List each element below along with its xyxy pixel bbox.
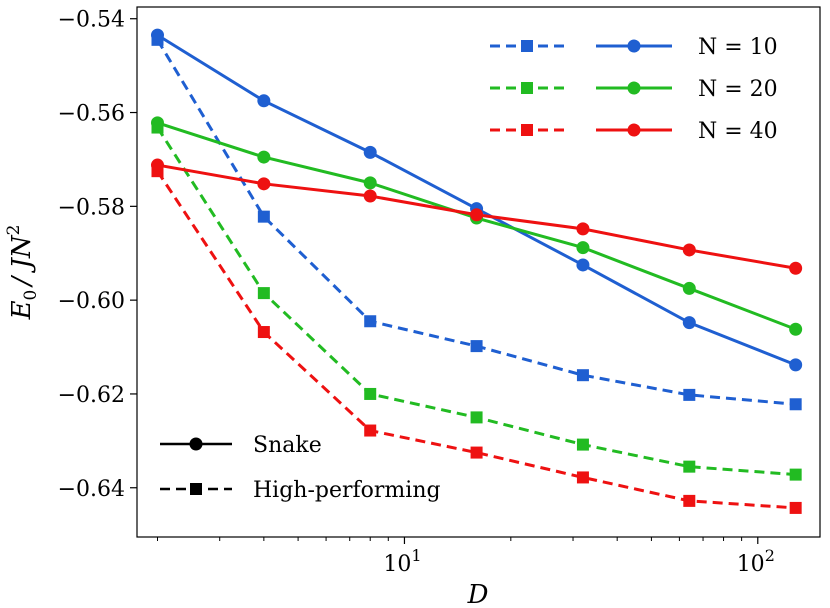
data-point-n40-snake-4 xyxy=(470,208,484,222)
data-point-n10-snake-7 xyxy=(789,358,803,372)
legend-style-marker-1 xyxy=(189,437,203,451)
data-point-n10-snake-5 xyxy=(576,258,590,272)
legend-circle-marker-1 xyxy=(627,39,641,53)
legend-entry-1: N = 10 xyxy=(490,35,778,60)
data-point-n20-high-performing-7 xyxy=(789,468,802,481)
legend-circle-marker-2 xyxy=(627,81,641,95)
y-tick-label-1: −0.54 xyxy=(58,8,125,33)
data-point-n40-high-performing-3 xyxy=(364,424,377,437)
svg-text:E0/ JN2: E0 / JN2 xyxy=(4,225,41,321)
legend-style-marker-2 xyxy=(190,483,202,495)
data-point-n10-high-performing-6 xyxy=(683,388,696,401)
legend-label-2: N = 20 xyxy=(698,77,778,102)
data-point-n40-high-performing-5 xyxy=(576,471,589,484)
data-point-n20-snake-2 xyxy=(257,150,271,164)
y-axis-ticks: −0.54 −0.56 −0.58 −0.60 −0.62 −0.64 xyxy=(58,8,137,502)
legend-entry-2: N = 20 xyxy=(490,77,778,102)
data-point-n10-snake-2 xyxy=(257,94,271,108)
legend-square-marker-2 xyxy=(521,82,533,94)
data-point-n40-snake-5 xyxy=(576,222,590,236)
y-axis-label-rest: / JN xyxy=(7,234,37,288)
x-axis-ticks: 101 102 xyxy=(156,537,775,577)
plot-frame xyxy=(136,6,821,538)
data-point-n40-snake-7 xyxy=(789,261,803,275)
data-point-n40-high-performing-4 xyxy=(470,446,483,459)
data-point-n10-snake-6 xyxy=(682,316,696,330)
series-n40-high-performing xyxy=(151,165,802,514)
data-point-n40-snake-1 xyxy=(150,158,164,172)
data-point-n20-snake-7 xyxy=(789,322,803,336)
data-point-n40-high-performing-2 xyxy=(257,326,270,339)
data-point-n40-high-performing-7 xyxy=(789,501,802,514)
data-point-n40-snake-2 xyxy=(257,177,271,191)
legend-style-entry-2: High-performing xyxy=(160,478,441,503)
data-point-n10-high-performing-7 xyxy=(789,398,802,411)
legend-square-marker-3 xyxy=(521,124,533,136)
data-point-n10-high-performing-5 xyxy=(576,369,589,382)
x-tick-label-2: 102 xyxy=(737,546,775,577)
data-point-n10-high-performing-4 xyxy=(470,340,483,353)
legend-label-3: N = 40 xyxy=(698,119,778,144)
data-point-n10-snake-3 xyxy=(363,145,377,159)
legend-style-entry-1: Snake xyxy=(160,433,322,458)
data-point-n20-snake-5 xyxy=(576,241,590,255)
data-point-n40-high-performing-6 xyxy=(683,494,696,507)
data-point-n10-high-performing-3 xyxy=(364,315,377,328)
data-point-n10-high-performing-2 xyxy=(257,210,270,223)
data-point-n40-snake-3 xyxy=(363,189,377,203)
legend-style-label-2: High-performing xyxy=(253,478,441,503)
y-tick-label-6: −0.64 xyxy=(58,477,125,502)
legend-circle-marker-3 xyxy=(627,123,641,137)
data-point-n20-snake-1 xyxy=(150,116,164,130)
y-axis-label-sub: 0 xyxy=(21,290,41,301)
x-axis-label: D xyxy=(467,580,489,608)
series-n20-high-performing xyxy=(151,121,802,481)
data-point-n40-snake-6 xyxy=(682,243,696,257)
data-point-n20-high-performing-5 xyxy=(576,438,589,451)
y-tick-label-5: −0.62 xyxy=(58,383,125,408)
data-point-n20-high-performing-4 xyxy=(470,411,483,424)
legend-entry-3: N = 40 xyxy=(490,119,778,144)
x-tick-label-1: 101 xyxy=(383,546,421,577)
legend-groups: N = 10 N = 20 N = 40 xyxy=(490,35,778,144)
data-point-n20-high-performing-3 xyxy=(364,387,377,400)
legend-styles: Snake High-performing xyxy=(160,433,441,503)
y-tick-label-4: −0.60 xyxy=(58,289,125,314)
legend-label-1: N = 10 xyxy=(698,35,778,60)
y-axis-label: E0 / JN2 xyxy=(4,225,41,321)
plot-layer xyxy=(150,28,803,514)
series-n20-snake xyxy=(150,116,803,336)
y-tick-label-3: −0.58 xyxy=(58,195,125,220)
y-axis-label-main: E xyxy=(7,300,37,320)
data-point-n20-snake-6 xyxy=(682,281,696,295)
legend-square-marker-1 xyxy=(521,40,533,52)
data-point-n20-snake-3 xyxy=(363,176,377,190)
data-point-n20-high-performing-6 xyxy=(683,460,696,473)
y-axis-label-sup: 2 xyxy=(4,225,24,236)
legend-style-label-1: Snake xyxy=(253,433,322,458)
series-n40-snake xyxy=(150,158,803,275)
y-tick-label-2: −0.56 xyxy=(58,102,125,127)
data-point-n10-snake-1 xyxy=(150,28,164,42)
series-n10-high-performing xyxy=(151,33,802,411)
series-line-n20-snake xyxy=(157,121,797,331)
data-point-n20-high-performing-2 xyxy=(257,287,270,300)
